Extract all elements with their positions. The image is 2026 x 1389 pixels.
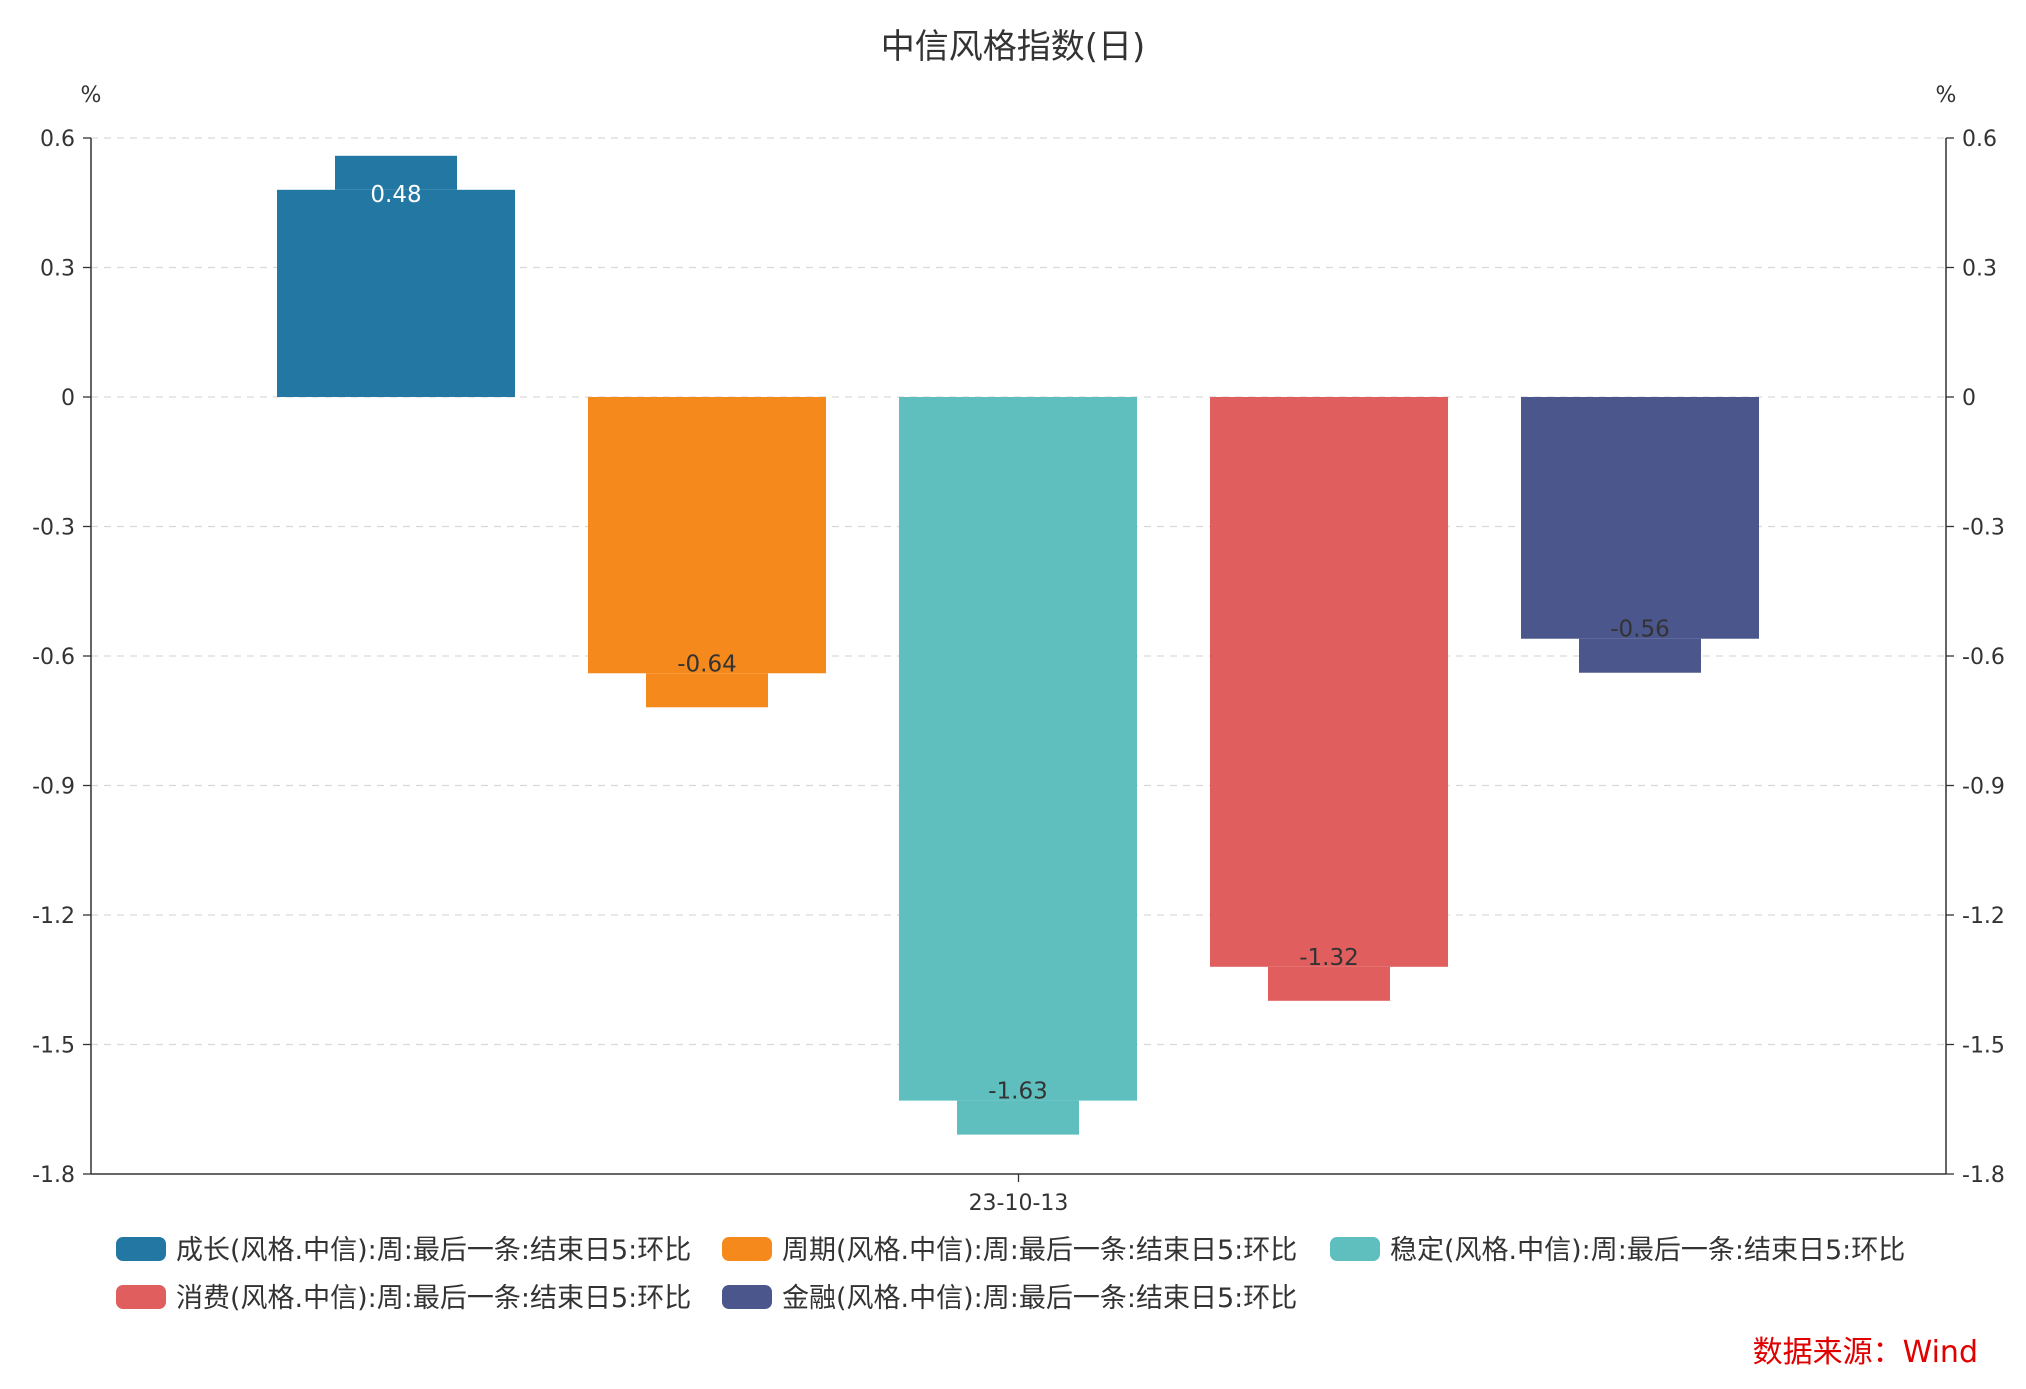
right-tick-label: -1.8 <box>1962 1163 2005 1188</box>
right-tick-label: -0.6 <box>1962 645 2005 670</box>
legend-swatch[interactable] <box>722 1237 772 1261</box>
right-tick-label: 0.6 <box>1962 127 1997 152</box>
legend-label[interactable]: 金融(风格.中信):周:最后一条:结束日5:环比 <box>782 1283 1297 1314</box>
legend-label[interactable]: 周期(风格.中信):周:最后一条:结束日5:环比 <box>782 1235 1297 1266</box>
bar[interactable] <box>277 189 515 397</box>
axes: 0.6 0.6 0.3 0.3 0 0 -0.3 -0.3 -0.6 -0.6 -0.9 -0.9 -1… <box>32 127 2005 1216</box>
bar-value-label: -0.56 <box>1610 617 1670 643</box>
bar-label-badge <box>1579 638 1701 673</box>
bar-value-label: -1.63 <box>988 1079 1048 1105</box>
bar-label-badge <box>1268 966 1390 1001</box>
bar-value-label: 0.48 <box>370 182 421 208</box>
bar-value-label: -0.64 <box>677 651 737 677</box>
right-axis-unit: % <box>1936 83 1957 108</box>
left-tick-label: 0.6 <box>40 127 75 152</box>
bar[interactable] <box>1521 397 1759 639</box>
bar-label-badge <box>957 1100 1079 1135</box>
legend-label[interactable]: 消费(风格.中信):周:最后一条:结束日5:环比 <box>176 1283 691 1314</box>
left-axis-unit: % <box>81 83 102 108</box>
right-tick-label: -1.2 <box>1962 904 2005 929</box>
bar[interactable] <box>899 397 1137 1101</box>
bar-value-label: -1.32 <box>1299 945 1359 971</box>
legend-swatch[interactable] <box>1330 1237 1380 1261</box>
right-tick-label: -1.5 <box>1962 1034 2005 1059</box>
left-tick-label: -0.3 <box>32 516 75 541</box>
left-tick-label: -0.9 <box>32 775 75 800</box>
legend-swatch[interactable] <box>722 1285 772 1309</box>
chart-title: 中信风格指数(日) <box>881 27 1146 67</box>
data-source: 数据来源：Wind <box>1753 1335 1978 1370</box>
legend-label[interactable]: 稳定(风格.中信):周:最后一条:结束日5:环比 <box>1390 1235 1905 1266</box>
right-tick-label: -0.3 <box>1962 516 2005 541</box>
bar-label-badge <box>646 673 768 708</box>
left-tick-label: 0.3 <box>40 257 75 282</box>
right-tick-label: 0 <box>1962 386 1976 411</box>
bar[interactable] <box>588 397 826 674</box>
right-tick-label: -0.9 <box>1962 775 2005 800</box>
left-tick-label: -0.6 <box>32 645 75 670</box>
left-tick-label: -1.8 <box>32 1163 75 1188</box>
left-tick-label: 0 <box>61 386 75 411</box>
bars: 0.48 -0.64 -1.63 -1.32 -0.56 <box>277 155 1759 1135</box>
bar-label-badge <box>335 155 457 190</box>
x-tick-label: 23-10-13 <box>969 1191 1069 1216</box>
legend-swatch[interactable] <box>116 1237 166 1261</box>
right-tick-label: 0.3 <box>1962 257 1997 282</box>
left-tick-label: -1.2 <box>32 904 75 929</box>
legend-swatch[interactable] <box>116 1285 166 1309</box>
bar[interactable] <box>1210 397 1448 967</box>
legend-label[interactable]: 成长(风格.中信):周:最后一条:结束日5:环比 <box>176 1235 691 1266</box>
left-tick-label: -1.5 <box>32 1034 75 1059</box>
legend: 成长(风格.中信):周:最后一条:结束日5:环比 周期(风格.中信):周:最后一条… <box>116 1235 1905 1314</box>
